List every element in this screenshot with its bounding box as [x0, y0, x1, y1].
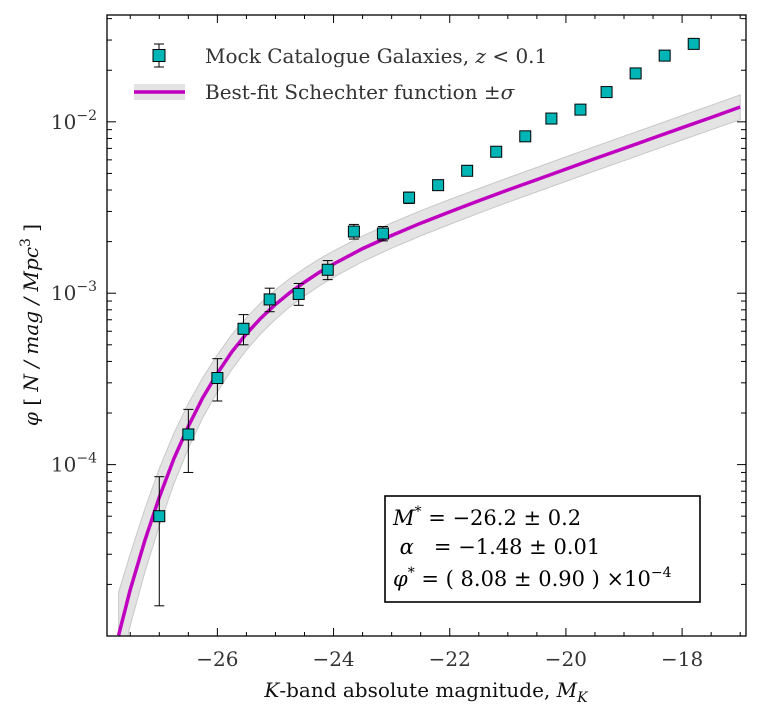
data-point: [600, 86, 613, 99]
data-point: [153, 476, 166, 607]
y-tick-label: 10−3: [51, 279, 97, 305]
x-tick-label: −18: [661, 647, 703, 671]
x-axis-title: K-band absolute magnitude, MK: [263, 678, 589, 706]
data-points-group: [153, 37, 700, 607]
fit-param-phistar: φ* = ( 8.08 ± 0.90 ) ×10−4: [393, 565, 672, 591]
point-marker: [263, 293, 276, 306]
fit-param-mstar: M* = −26.2 ± 0.2: [392, 504, 581, 530]
data-point: [376, 226, 389, 242]
legend: Mock Catalogue Galaxies, z < 0.1 Best-fi…: [134, 43, 547, 104]
x-tick-label: −26: [196, 647, 238, 671]
data-point: [347, 223, 360, 240]
point-marker: [629, 67, 642, 80]
point-marker: [211, 372, 224, 385]
legend-marker-fit: [134, 84, 185, 100]
fit-sigma-band: [118, 94, 741, 636]
point-marker: [461, 164, 474, 177]
legend-label-points: Mock Catalogue Galaxies, z < 0.1: [205, 44, 547, 68]
fit-param-alpha: α = −1.48 ± 0.01: [393, 535, 600, 559]
point-marker: [182, 428, 195, 441]
plot-frame: [106, 14, 747, 637]
data-point: [263, 287, 276, 313]
point-marker: [432, 179, 445, 192]
data-point: [211, 358, 224, 402]
legend-label-fit: Best-fit Schechter function ±σ: [205, 80, 516, 104]
point-marker: [237, 322, 250, 335]
x-tick-label: −22: [429, 647, 471, 671]
point-marker: [376, 227, 389, 240]
plot-data-layer: [116, 37, 741, 636]
data-point: [629, 67, 642, 80]
legend-marker-points: [152, 43, 166, 68]
point-marker: [490, 145, 503, 158]
fit-parameters-box: M* = −26.2 ± 0.2 α = −1.48 ± 0.01 φ* = (…: [384, 495, 701, 603]
data-point: [292, 282, 305, 306]
data-point: [658, 49, 671, 62]
data-point: [182, 408, 195, 473]
data-point: [432, 179, 445, 192]
x-tick-label: −24: [312, 647, 354, 671]
point-marker: [687, 37, 700, 50]
data-point: [321, 260, 334, 281]
y-tick-label: 10−4: [51, 451, 97, 477]
point-marker: [321, 263, 334, 276]
point-marker: [545, 112, 558, 125]
data-point: [490, 145, 503, 158]
point-marker: [574, 103, 587, 116]
y-axis-title: φ [ N / mag / Mpc3 ]: [18, 224, 43, 426]
data-point: [519, 130, 532, 143]
data-point: [574, 103, 587, 116]
data-point: [687, 37, 700, 50]
point-marker: [600, 86, 613, 99]
point-marker: [403, 191, 416, 204]
y-tick-label: 10−2: [51, 108, 97, 134]
x-tick-label: −20: [545, 647, 587, 671]
axis-ticks-group: −26 −24 −22 −20 −18 10−4 10−3 10−2: [51, 15, 746, 671]
point-marker: [347, 225, 360, 238]
point-marker: [292, 287, 305, 300]
point-marker: [658, 49, 671, 62]
point-marker: [153, 510, 166, 523]
point-marker: [519, 130, 532, 143]
data-point: [403, 191, 416, 204]
data-point: [461, 164, 474, 177]
data-point: [237, 314, 250, 346]
data-point: [545, 112, 558, 125]
